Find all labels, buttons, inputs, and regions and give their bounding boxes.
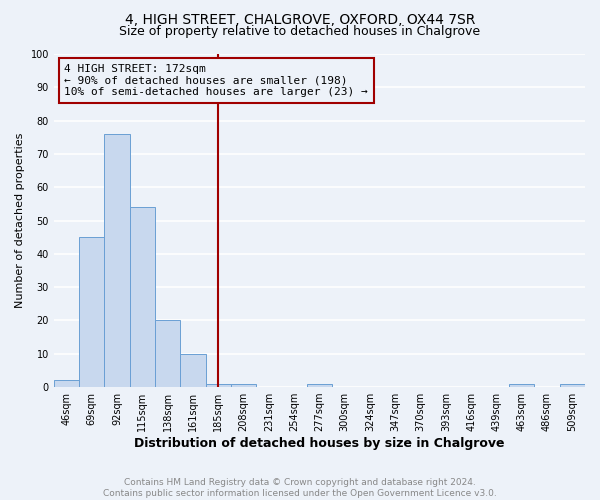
Bar — [231, 384, 256, 387]
X-axis label: Distribution of detached houses by size in Chalgrove: Distribution of detached houses by size … — [134, 437, 505, 450]
Bar — [104, 134, 130, 387]
Bar — [509, 384, 535, 387]
Text: Size of property relative to detached houses in Chalgrove: Size of property relative to detached ho… — [119, 25, 481, 38]
Bar — [130, 207, 155, 387]
Bar — [307, 384, 332, 387]
Bar — [79, 237, 104, 387]
Text: Contains HM Land Registry data © Crown copyright and database right 2024.
Contai: Contains HM Land Registry data © Crown c… — [103, 478, 497, 498]
Bar — [560, 384, 585, 387]
Bar — [155, 320, 180, 387]
Bar — [206, 384, 231, 387]
Bar — [180, 354, 206, 387]
Bar — [54, 380, 79, 387]
Text: 4, HIGH STREET, CHALGROVE, OXFORD, OX44 7SR: 4, HIGH STREET, CHALGROVE, OXFORD, OX44 … — [125, 12, 475, 26]
Y-axis label: Number of detached properties: Number of detached properties — [15, 133, 25, 308]
Text: 4 HIGH STREET: 172sqm
← 90% of detached houses are smaller (198)
10% of semi-det: 4 HIGH STREET: 172sqm ← 90% of detached … — [64, 64, 368, 97]
